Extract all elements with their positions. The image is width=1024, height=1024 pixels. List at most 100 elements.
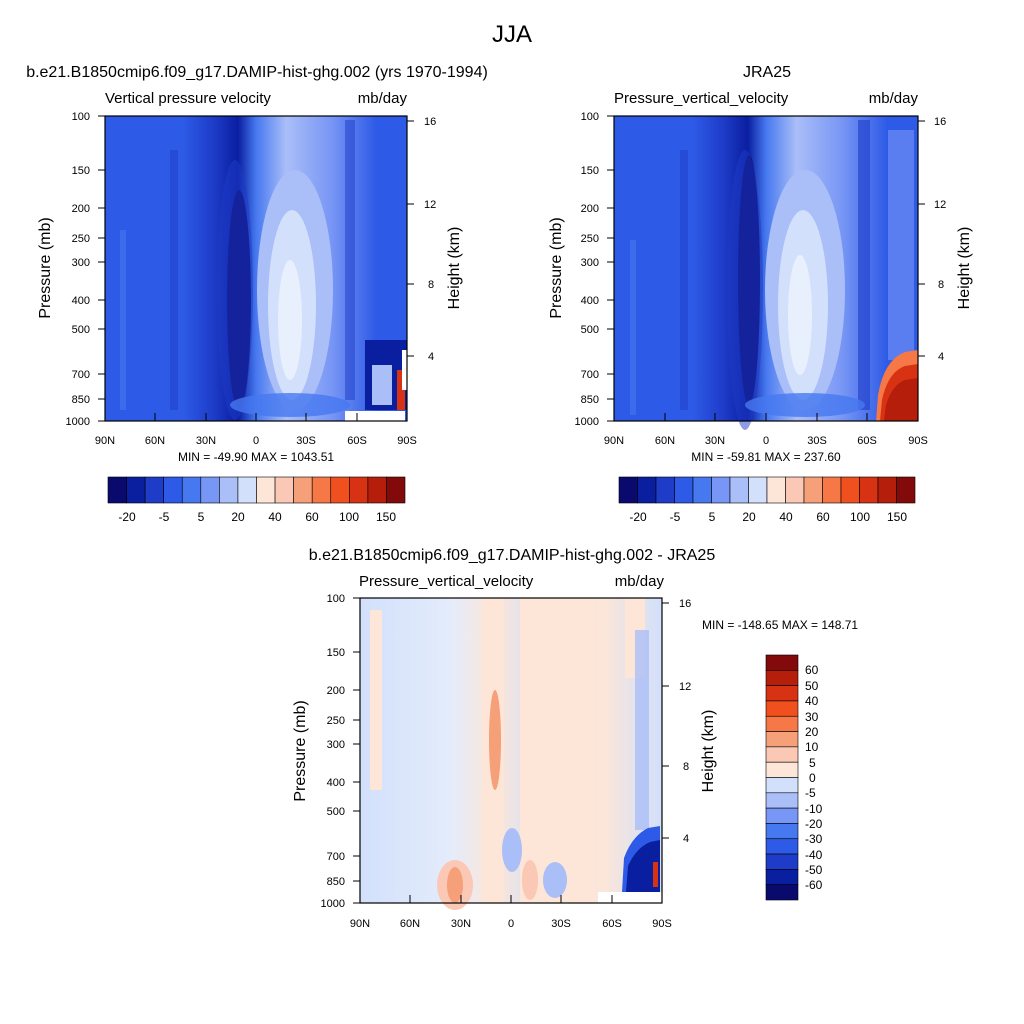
colorbar-label: -40 <box>805 848 823 862</box>
panel-title: JRA25 <box>743 64 791 81</box>
missing-data <box>402 350 407 390</box>
plot-area <box>360 598 662 910</box>
y-tick-label: 1000 <box>321 898 345 910</box>
colorbar-label: 5 <box>198 510 205 524</box>
colorbar: -20 -5 5 20 40 60 100 150 <box>618 476 916 524</box>
colorbar-label: 20 <box>742 510 756 524</box>
colorbar-label: -60 <box>805 878 823 892</box>
colorbar-swatch <box>293 476 313 504</box>
y-tick-label: 500 <box>327 806 345 818</box>
colorbar-label: -20 <box>118 510 136 524</box>
colorbar-swatch <box>748 476 768 504</box>
diff-band <box>520 598 595 903</box>
y-axis-title: Pressure (mb) <box>37 217 54 318</box>
y-tick-label: 100 <box>581 111 599 123</box>
colorbar-label: 60 <box>816 510 830 524</box>
y-tick-label: 850 <box>72 394 90 406</box>
y-tick-label: 100 <box>72 111 90 123</box>
colorbar-swatch <box>765 838 799 855</box>
y-tick-label: 150 <box>72 165 90 177</box>
y-tick-label: 700 <box>327 851 345 863</box>
y-right-axis-title: Height (km) <box>956 227 973 310</box>
lower-band <box>745 393 865 417</box>
colorbar-label: 0 <box>809 771 816 785</box>
colorbar: 60 50 40 30 20 10 5 0 -5 -10 -20 -30 -40… <box>765 654 823 901</box>
colorbar-swatch <box>765 700 799 717</box>
colorbar-swatch <box>256 476 276 504</box>
colorbar-swatch <box>655 476 675 504</box>
y-right-tick-label: 12 <box>934 199 946 211</box>
y-axis-title: Pressure (mb) <box>548 217 565 318</box>
y-tick-label: 100 <box>327 593 345 605</box>
streak <box>170 150 178 410</box>
streak <box>630 240 636 415</box>
colorbar-swatch <box>765 685 799 702</box>
colorbar-swatch <box>200 476 220 504</box>
polar-feature-red <box>397 370 405 410</box>
colorbar-swatch <box>144 476 164 504</box>
y-tick-label: 1000 <box>575 416 599 428</box>
colorbar-swatch <box>765 670 799 686</box>
colorbar-label: 30 <box>805 710 819 724</box>
polar-feature-light <box>888 130 914 360</box>
panel-title: b.e21.B1850cmip6.f09_g17.DAMIP-hist-ghg.… <box>26 64 488 81</box>
y-tick-label: 1000 <box>66 416 90 428</box>
plot-area <box>614 116 918 430</box>
colorbar-label: 150 <box>887 510 907 524</box>
y-right-tick-label: 4 <box>938 351 944 363</box>
diff-negative <box>635 630 649 830</box>
colorbar-swatch <box>163 476 183 504</box>
y-tick-label: 200 <box>327 685 345 697</box>
colorbar-label: -30 <box>805 832 823 846</box>
colorbar-swatch <box>386 476 406 504</box>
x-tick-label: 0 <box>253 435 259 447</box>
colorbar-label: -10 <box>805 802 823 816</box>
panel-diff: b.e21.B1850cmip6.f09_g17.DAMIP-hist-ghg.… <box>292 547 858 930</box>
colorbar-label: 50 <box>805 679 819 693</box>
y-tick-label: 250 <box>581 233 599 245</box>
x-tick-label: 60N <box>655 435 675 447</box>
ascent-inner <box>788 255 812 375</box>
colorbar-label: -5 <box>670 510 681 524</box>
descent-band <box>727 150 763 430</box>
y-tick-label: 200 <box>581 203 599 215</box>
units-label: mb/day <box>358 90 408 107</box>
colorbar-label: 150 <box>376 510 396 524</box>
ascent-inner <box>278 260 302 380</box>
colorbar-swatch <box>674 476 694 504</box>
colorbar-swatch <box>219 476 239 504</box>
stats-label: MIN = -49.90 MAX = 1043.51 <box>178 450 334 464</box>
x-tick-label: 30S <box>807 435 827 447</box>
colorbar-swatch <box>126 476 146 504</box>
colorbar-label: 100 <box>850 510 870 524</box>
y-tick-label: 150 <box>581 165 599 177</box>
x-axis: 90N 60N 30N 0 30S 60S 90S <box>95 413 417 447</box>
y-right-tick-label: 8 <box>938 279 944 291</box>
x-tick-label: 60N <box>400 918 420 930</box>
colorbar-swatch <box>181 476 202 504</box>
colorbar-swatch <box>859 476 879 504</box>
y-axis-left: 100 150 200 250 300 400 500 700 850 1000… <box>292 593 360 910</box>
x-tick-label: 0 <box>508 918 514 930</box>
y-axis-right: 16 12 8 4 Height (km) <box>407 116 463 363</box>
colorbar-label: 10 <box>805 740 819 754</box>
colorbar-swatch <box>637 476 657 504</box>
colorbar-swatch <box>765 884 799 901</box>
variable-label: Pressure_vertical_velocity <box>614 90 789 107</box>
y-tick-label: 850 <box>327 876 345 888</box>
variable-label: Vertical pressure velocity <box>105 90 271 107</box>
y-tick-label: 300 <box>72 257 90 269</box>
colorbar-swatch <box>765 823 799 840</box>
colorbar-swatch <box>311 476 332 504</box>
colorbar-label: 40 <box>268 510 282 524</box>
polar-feature-blue <box>626 840 660 892</box>
y-axis-right: 16 12 8 4 Height (km) <box>918 116 973 363</box>
colorbar-swatches <box>107 476 406 504</box>
colorbar-label: 60 <box>305 510 319 524</box>
colorbar-swatch <box>785 476 805 504</box>
x-tick-label: 60S <box>347 435 367 447</box>
y-tick-label: 250 <box>72 233 90 245</box>
descent-band <box>217 160 253 420</box>
x-tick-label: 90N <box>604 435 624 447</box>
